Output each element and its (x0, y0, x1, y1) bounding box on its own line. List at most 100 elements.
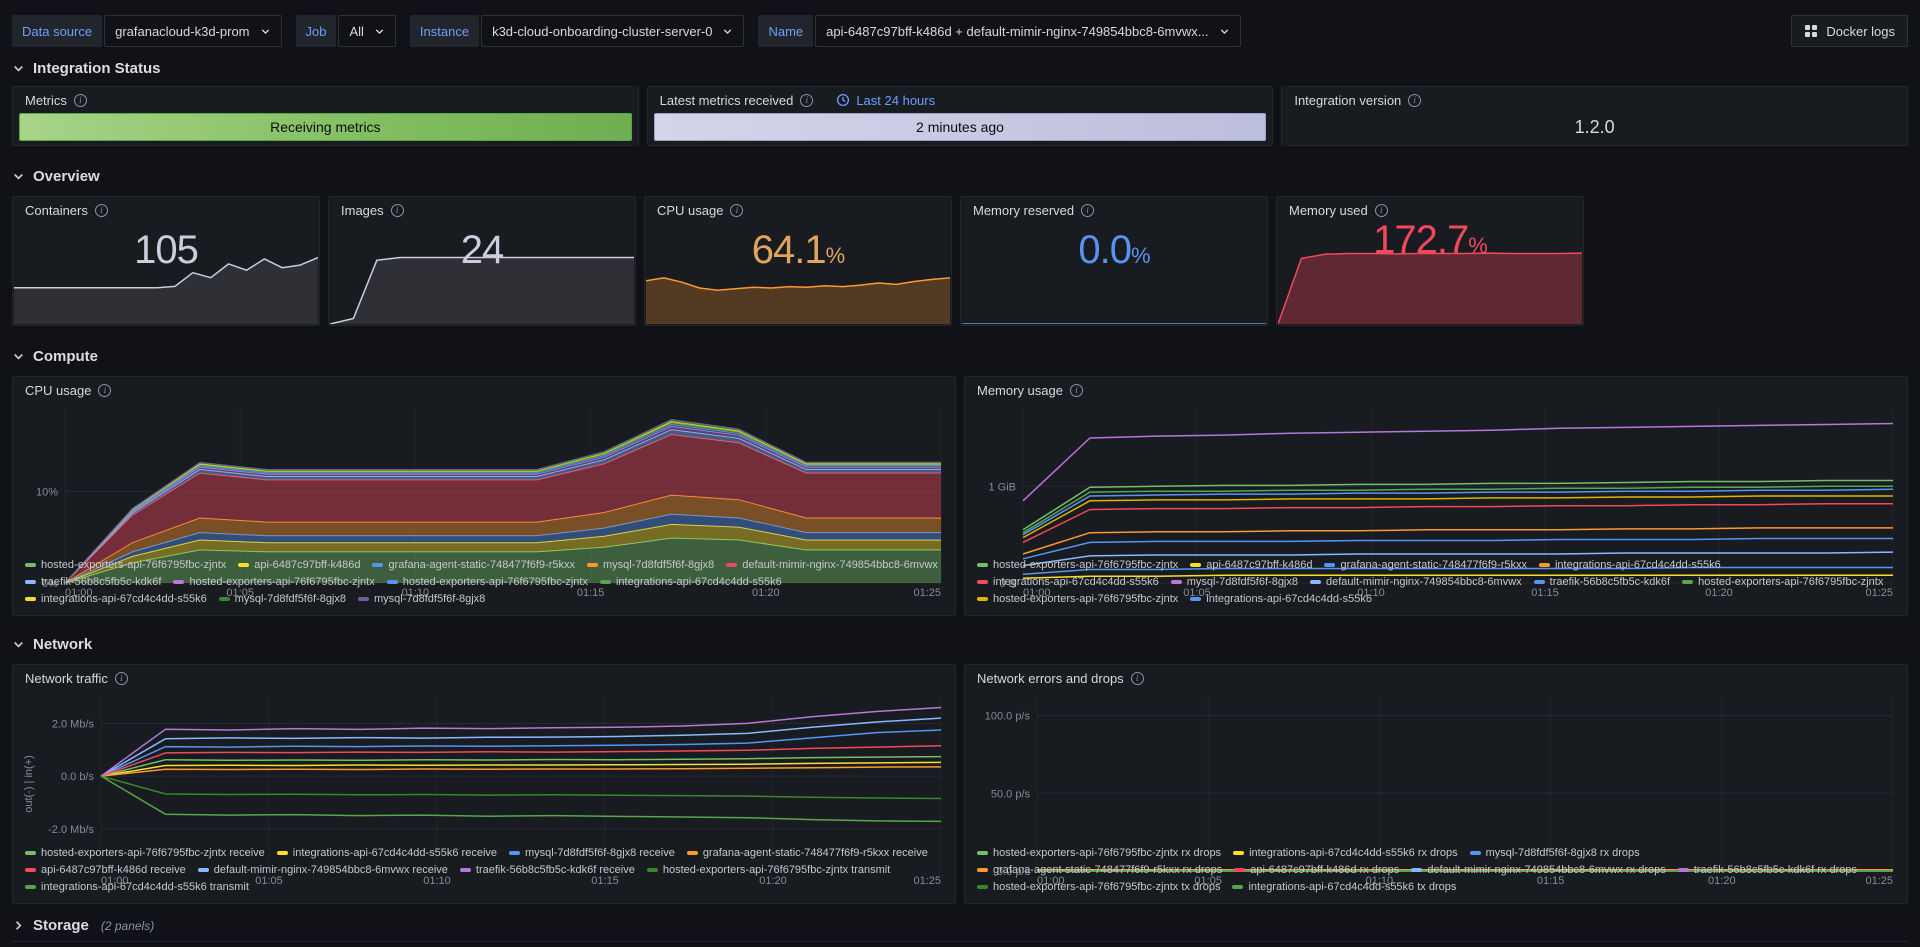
panel-images: Images 24 (328, 196, 636, 326)
section-title: Integration Status (33, 59, 161, 77)
var-datasource-select[interactable]: grafanacloud-k3d-prom (104, 15, 282, 47)
panel-title: Latest metrics received (659, 92, 794, 108)
legend-item[interactable]: grafana-agent-static-748477f6f9-r5kxx rx… (977, 864, 1222, 876)
section-integration-status[interactable]: Integration Status (12, 56, 1908, 80)
svg-text:100.0 p/s: 100.0 p/s (985, 711, 1031, 723)
svg-text:01:25: 01:25 (913, 875, 941, 887)
network-errors-chart[interactable]: 100.0 p/s 50.0 p/s 0.0 p/s 01:00 01:05 01:10 0… (973, 691, 1899, 887)
info-icon[interactable] (1069, 383, 1083, 397)
legend-color-dot (1233, 851, 1245, 855)
legend-item[interactable]: traefik-56b8c5fb5c-kdk6f (1533, 576, 1670, 588)
svg-text:01:20: 01:20 (752, 587, 780, 599)
section-compute[interactable]: Compute (12, 344, 1908, 368)
panel-network-errors: Network errors and drops 100.0 p/s 50.0 p… (964, 664, 1908, 904)
legend-item[interactable]: integrations-api-67cd4c4dd-s55k6 rx drop… (1233, 847, 1458, 859)
legend-item[interactable]: mysql-7d8fdf5f6f-8gjx8 rx drops (1469, 847, 1640, 859)
legend-item[interactable]: integrations-api-67cd4c4dd-s55k6 (1538, 559, 1721, 571)
legend-item[interactable]: hosted-exporters-api-76f6795fbc-zjntx (25, 559, 226, 571)
legend-item[interactable]: hosted-exporters-api-76f6795fbc-zjntx re… (25, 847, 265, 859)
legend-item[interactable]: hosted-exporters-api-76f6795fbc-zjntx (977, 593, 1178, 605)
legend-item[interactable]: grafana-agent-static-748477f6f9-r5kxx (1324, 559, 1527, 571)
network-traffic-chart[interactable]: 2.0 Mb/s 0.0 b/s -2.0 Mb/s 01:00 01:05 01:10 0… (21, 691, 947, 887)
legend-label: default-mimir-nginx-749854bbc8-6mvwx (1326, 576, 1522, 588)
legend-item[interactable]: mysql-7d8fdf5f6f-8gjx8 (358, 593, 485, 605)
var-job-select[interactable]: All (338, 15, 396, 47)
legend-label: mysql-7d8fdf5f6f-8gjx8 (234, 593, 346, 605)
legend-item[interactable]: default-mimir-nginx-749854bbc8-6mvwx (726, 559, 938, 571)
legend-item[interactable]: mysql-7d8fdf5f6f-8gjx8 (586, 559, 714, 571)
stat-number: 24 (460, 228, 504, 273)
legend-item[interactable]: api-6487c97bff-k486d receive (25, 864, 186, 876)
section-network[interactable]: Network (12, 632, 1908, 656)
legend-item[interactable]: hosted-exporters-api-76f6795fbc-zjntx rx… (977, 847, 1221, 859)
info-icon[interactable] (114, 671, 128, 685)
svg-text:01:15: 01:15 (591, 875, 619, 887)
containers-sparkline (14, 250, 319, 324)
var-name-select[interactable]: api-6487c97bff-k486d + default-mimir-ngi… (815, 15, 1241, 47)
docker-logs-button[interactable]: Docker logs (1791, 15, 1908, 47)
legend-item[interactable]: integrations-api-67cd4c4dd-s55k6 (25, 593, 207, 605)
info-icon[interactable] (1130, 671, 1144, 685)
panel-title: Integration version (1294, 92, 1402, 108)
panel-memory-usage: Memory usage 0 B 1 GiB 01:00 01:05 01:10 01:1… (964, 376, 1908, 616)
chart-svg (329, 256, 634, 325)
legend-item[interactable]: traefik-56b8c5fb5c-kdk6f receive (459, 864, 635, 876)
panel-header: CPU usage (13, 377, 955, 403)
info-icon[interactable] (94, 203, 108, 217)
cpu-usage-chart[interactable]: 0% 10% 01:00 01:05 01:10 01:15 01:20 01:25 (21, 403, 947, 599)
legend-item[interactable]: integrations-api-67cd4c4dd-s55k6 (599, 576, 782, 588)
legend-item[interactable]: default-mimir-nginx-749854bbc8-6mvwx rec… (197, 864, 448, 876)
legend-item[interactable]: integrations-api-67cd4c4dd-s55k6 (977, 576, 1159, 588)
legend-item[interactable]: mysql-7d8fdf5f6f-8gjx8 receive (509, 847, 675, 859)
legend-item[interactable]: default-mimir-nginx-749854bbc8-6mvwx (1310, 576, 1522, 588)
var-instance-value: k3d-cloud-onboarding-cluster-server-0 (492, 23, 713, 39)
legend-item[interactable]: integrations-api-67cd4c4dd-s55k6 tx drop… (1232, 881, 1456, 893)
legend-item[interactable]: mysql-7d8fdf5f6f-8gjx8 (1170, 576, 1298, 588)
legend-item[interactable]: hosted-exporters-api-76f6795fbc-zjntx (173, 576, 375, 588)
legend-item[interactable]: traefik-56b8c5fb5c-kdk6f (25, 576, 161, 588)
containers-value: 105 (13, 230, 319, 270)
panel-header: Network errors and drops (965, 665, 1907, 691)
legend-item[interactable]: integrations-api-67cd4c4dd-s55k6 transmi… (25, 881, 249, 893)
legend-color-dot (1190, 563, 1202, 567)
legend-label: traefik-56b8c5fb5c-kdk6f receive (475, 864, 635, 876)
info-icon[interactable] (1374, 203, 1388, 217)
section-title: Network (33, 635, 93, 653)
legend-item[interactable]: api-6487c97bff-k486d rx drops (1234, 864, 1399, 876)
info-icon[interactable] (390, 203, 404, 217)
memory-usage-chart[interactable]: 0 B 1 GiB 01:00 01:05 01:10 01:15 01:20 01:25 (973, 403, 1899, 599)
cpu-value: 64.1% (645, 230, 951, 270)
legend-item[interactable]: hosted-exporters-api-76f6795fbc-zjntx (1682, 576, 1883, 588)
svg-text:01:15: 01:15 (1531, 587, 1559, 599)
chart-svg (645, 276, 951, 324)
section-overview[interactable]: Overview (12, 164, 1908, 188)
svg-text:01:05: 01:05 (1183, 587, 1211, 599)
legend-label: grafana-agent-static-748477f6f9-r5kxx (388, 559, 575, 571)
legend-item[interactable]: traefik-56b8c5fb5c-kdk6f rx drops (1677, 864, 1857, 876)
legend-item[interactable]: hosted-exporters-api-76f6795fbc-zjntx (977, 559, 1178, 571)
info-icon[interactable] (98, 383, 112, 397)
legend-item[interactable]: hosted-exporters-api-76f6795fbc-zjntx tx… (977, 881, 1220, 893)
var-instance-select[interactable]: k3d-cloud-onboarding-cluster-server-0 (481, 15, 745, 47)
info-icon[interactable] (1081, 203, 1095, 217)
time-range-link[interactable]: Last 24 hours (836, 93, 935, 108)
legend-item[interactable]: default-mimir-nginx-749854bbc8-6mvwx rx … (1411, 864, 1666, 876)
legend-item[interactable]: hosted-exporters-api-76f6795fbc-zjntx (386, 576, 588, 588)
chevron-down-icon (14, 65, 23, 72)
legend-item[interactable]: api-6487c97bff-k486d (238, 559, 360, 571)
legend-item[interactable]: hosted-exporters-api-76f6795fbc-zjntx tr… (646, 864, 890, 876)
legend-item[interactable]: mysql-7d8fdf5f6f-8gjx8 (218, 593, 346, 605)
section-storage[interactable]: Storage (2 panels) (12, 917, 1908, 942)
info-icon[interactable] (1408, 93, 1422, 107)
legend-item[interactable]: grafana-agent-static-748477f6f9-r5kxx (372, 559, 575, 571)
legend-item[interactable]: integrations-api-67cd4c4dd-s55k6 (1190, 593, 1372, 605)
svg-text:01:15: 01:15 (577, 587, 605, 599)
legend-item[interactable]: api-6487c97bff-k486d (1190, 559, 1312, 571)
info-icon[interactable] (800, 93, 814, 107)
chevron-down-icon (14, 641, 23, 648)
info-icon[interactable] (730, 203, 744, 217)
legend-item[interactable]: integrations-api-67cd4c4dd-s55k6 receive (276, 847, 497, 859)
legend-color-dot (1682, 580, 1694, 584)
info-icon[interactable] (73, 93, 87, 107)
legend-item[interactable]: grafana-agent-static-748477f6f9-r5kxx re… (686, 847, 928, 859)
